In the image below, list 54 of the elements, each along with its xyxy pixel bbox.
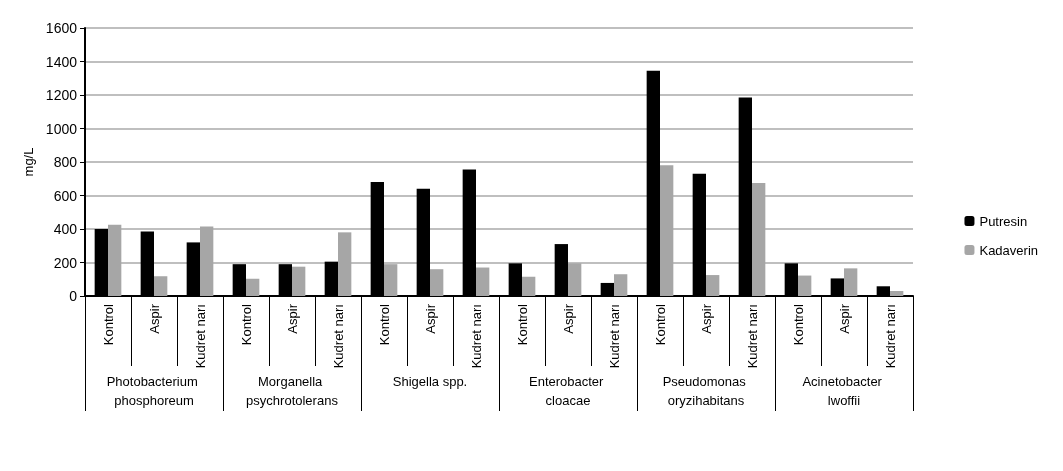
bar xyxy=(154,276,168,296)
x-tick-label: Kudret narı xyxy=(330,304,346,369)
bar xyxy=(660,165,674,296)
x-tick-label: Kontrol xyxy=(238,303,254,346)
text: Acinetobacter lwoffii xyxy=(802,374,886,408)
text: Photobacterium phosphoreum xyxy=(106,374,202,408)
y-tick-label: 1000 xyxy=(45,120,78,137)
x-tick-label: Kontrol xyxy=(514,303,530,346)
bar xyxy=(246,278,260,296)
bar xyxy=(614,274,628,296)
y-tick-label: 1600 xyxy=(45,20,78,36)
x-tick-label: Kudret narı xyxy=(882,304,898,369)
x-tick-label: Kudret narı xyxy=(192,304,208,369)
bar xyxy=(798,275,812,296)
x-tick-label: Aspir xyxy=(422,303,438,334)
x-tick-label: Kontrol xyxy=(652,303,668,346)
bar xyxy=(338,232,352,296)
bar xyxy=(200,226,214,296)
y-tick-label: 800 xyxy=(53,154,78,170)
bar xyxy=(706,275,720,296)
y-tick-label: 1400 xyxy=(45,53,78,70)
text: Enterobacter cloacae xyxy=(528,374,608,408)
x-tick-label: Aspir xyxy=(146,303,162,334)
bar xyxy=(476,267,490,296)
bar xyxy=(384,264,398,296)
text: Pseudomonas oryzihabitans xyxy=(662,374,750,408)
text: Shigella spp. xyxy=(392,374,468,389)
bar xyxy=(568,263,582,296)
bar xyxy=(752,182,766,296)
legend-label: Putresin xyxy=(979,213,1028,229)
x-tick-label: Aspir xyxy=(284,303,300,334)
y-tick-label: 200 xyxy=(53,254,78,271)
y-tick-label: 1200 xyxy=(45,87,78,103)
y-tick-label: 600 xyxy=(53,187,78,204)
x-tick-label: Kudret narı xyxy=(606,304,622,369)
y-axis-title: mg/L xyxy=(20,147,36,177)
bar xyxy=(108,224,122,296)
y-tick-label: 400 xyxy=(53,221,78,237)
x-tick-label: Kontrol xyxy=(376,303,392,346)
x-tick-label: Aspir xyxy=(698,303,714,334)
x-tick-label: Kontrol xyxy=(100,303,116,346)
y-tick-label: 0 xyxy=(69,288,78,304)
text: Morganella psychrotolerans xyxy=(246,374,339,408)
bar xyxy=(430,269,444,296)
bar xyxy=(522,276,536,296)
x-tick-label: Aspir xyxy=(836,303,852,334)
x-tick-label: Aspir xyxy=(560,303,576,334)
x-tick-label: Kontrol xyxy=(790,303,806,346)
bar xyxy=(890,290,904,296)
x-tick-label: Kudret narı xyxy=(744,304,760,369)
bar xyxy=(844,268,858,296)
legend-label: Kadaverin xyxy=(979,242,1039,258)
bar xyxy=(292,266,306,296)
x-tick-label: Kudret narı xyxy=(468,304,484,369)
